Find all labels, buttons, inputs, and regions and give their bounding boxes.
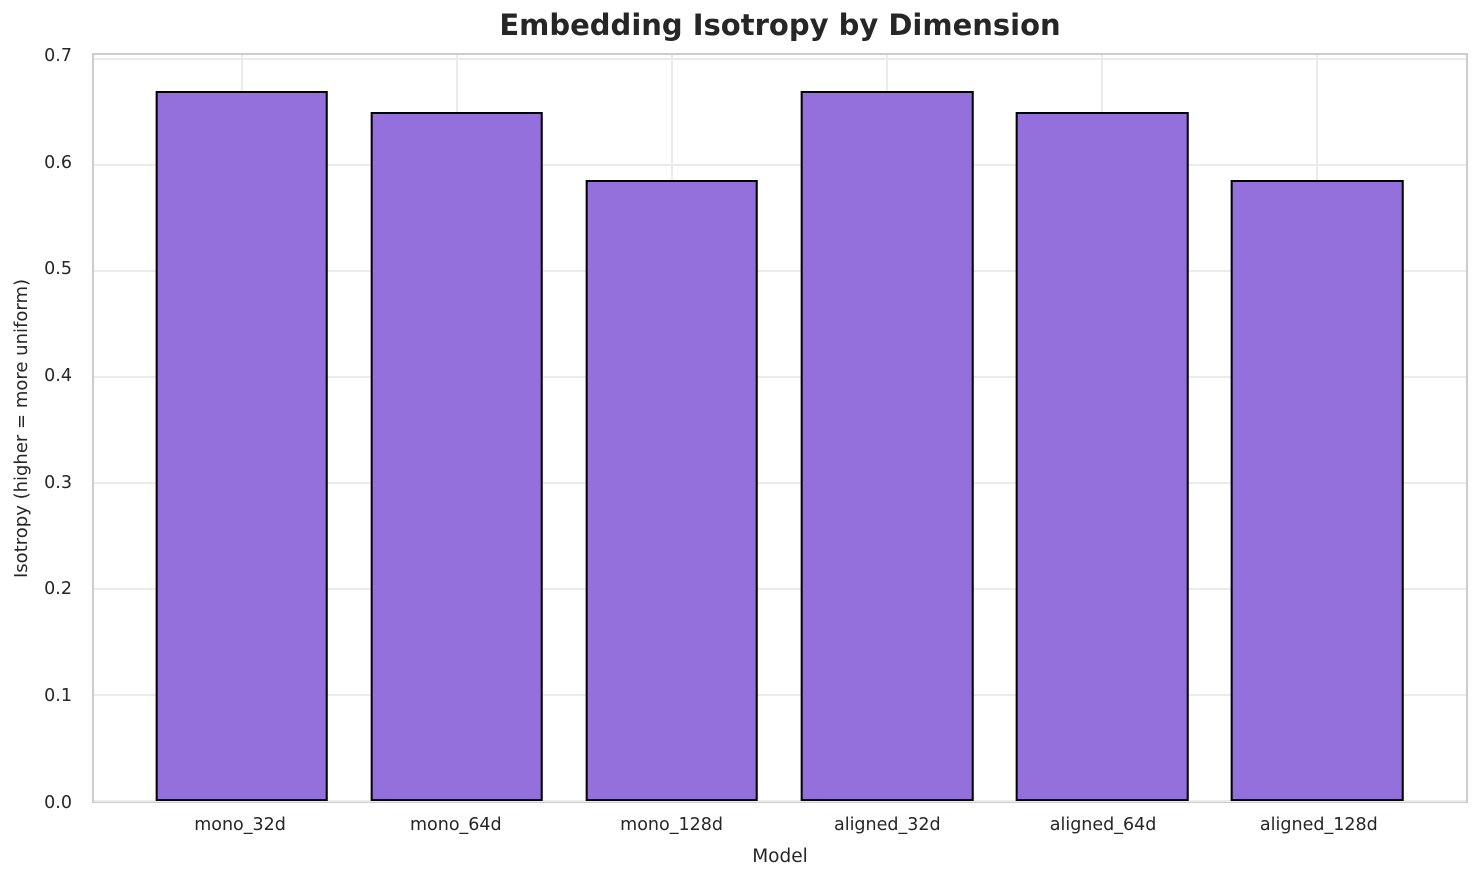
bar-aligned_128d — [1230, 179, 1404, 801]
h-gridline — [94, 693, 1466, 696]
h-gridline — [94, 375, 1466, 378]
bar-aligned_64d — [1015, 111, 1189, 801]
bar-mono_64d — [370, 111, 544, 801]
x-tick-label: aligned_32d — [833, 815, 941, 835]
plot-area — [92, 53, 1468, 803]
h-gridline — [94, 800, 1466, 802]
x-tick-label: aligned_64d — [1049, 815, 1157, 835]
y-tick-label: 0.6 — [44, 152, 72, 173]
h-gridline — [94, 587, 1466, 590]
y-tick-label: 0.4 — [44, 365, 72, 386]
h-gridline — [94, 57, 1466, 60]
x-tick-label: mono_64d — [409, 815, 502, 835]
y-tick-labels: 0.0 0.1 0.2 0.3 0.4 0.5 0.6 0.7 — [0, 47, 82, 810]
y-tick-label: 0.7 — [44, 45, 72, 66]
bar-mono_32d — [155, 90, 328, 801]
chart-title: Embedding Isotropy by Dimension — [499, 8, 1061, 42]
y-tick-label: 0.1 — [44, 685, 72, 706]
x-axis-label: Model — [752, 846, 808, 867]
bar-aligned_32d — [800, 90, 974, 801]
x-tick-label: mono_128d — [620, 815, 723, 835]
h-gridline — [94, 163, 1466, 166]
x-tick-label: aligned_128d — [1259, 815, 1378, 835]
h-gridline — [94, 269, 1466, 272]
x-tick-labels: mono_32d mono_64d mono_128d aligned_32d alig… — [92, 815, 1468, 841]
x-tick-label: mono_32d — [194, 815, 286, 835]
y-tick-label: 0.5 — [44, 259, 72, 280]
bar-mono_128d — [585, 179, 759, 801]
h-gridline — [94, 481, 1466, 484]
y-tick-label: 0.3 — [44, 472, 72, 493]
y-tick-label: 0.0 — [44, 792, 72, 813]
y-tick-label: 0.2 — [44, 579, 72, 600]
